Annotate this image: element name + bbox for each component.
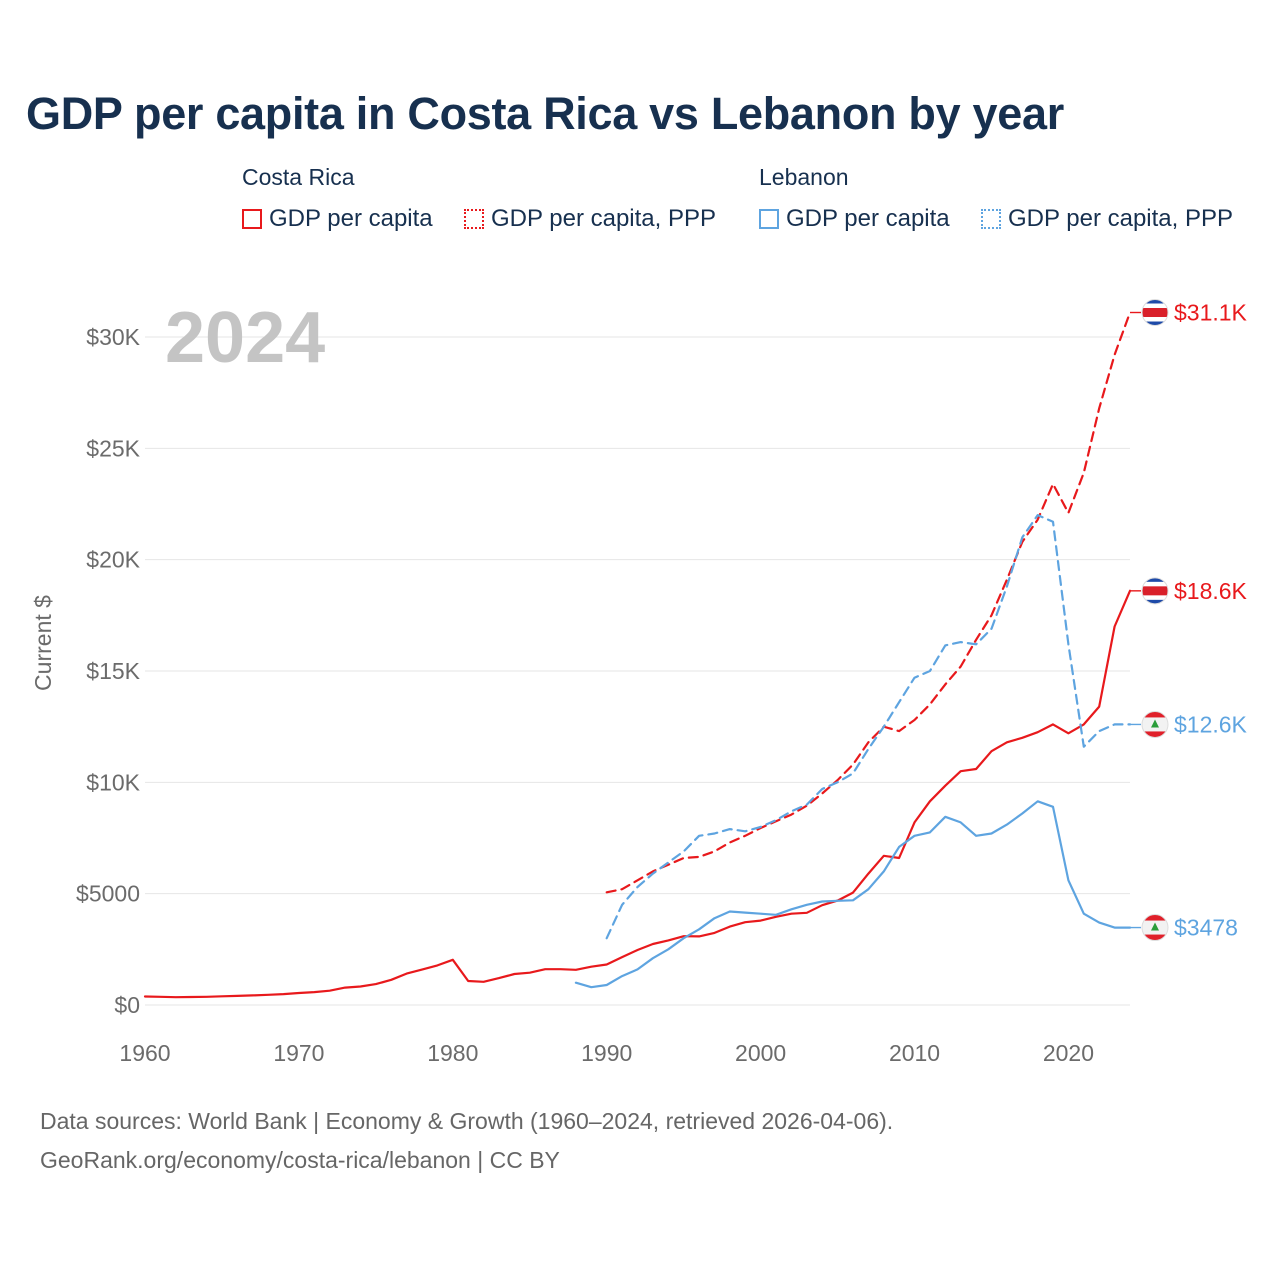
footer-attribution[interactable]: GeoRank.org/economy/costa-rica/lebanon |… (40, 1147, 560, 1173)
y-axis-title: Current $ (30, 595, 56, 691)
legend-label: GDP per capita (786, 205, 950, 232)
costa-rica-flag-icon (1141, 299, 1169, 327)
legend-item-costa-rica-gdp[interactable]: GDP per capita (242, 205, 433, 233)
end-value-label: $12.6K (1174, 711, 1248, 737)
legend-swatch-dotted-red (464, 209, 484, 229)
legend-swatch-solid-blue (759, 209, 779, 229)
legend-label: GDP per capita, PPP (491, 205, 716, 232)
x-tick-label: 1980 (427, 1040, 478, 1066)
x-tick-label: 2000 (735, 1040, 786, 1066)
legend-group-lebanon: Lebanon (759, 164, 849, 190)
end-value-label: $31.1K (1174, 300, 1248, 326)
series-line-costa-rica-gdp-per-capita-ppp (605, 311, 1132, 894)
y-tick-label: $30K (86, 324, 140, 350)
end-value-label: $18.6K (1174, 578, 1248, 604)
y-tick-label: $25K (86, 435, 140, 461)
legend-swatch-dotted-blue (981, 209, 1001, 229)
legend-item-lebanon-gdp[interactable]: GDP per capita (759, 205, 950, 233)
legend-swatch-solid-red (242, 209, 262, 229)
x-tick-label: 2010 (889, 1040, 940, 1066)
series-line-lebanon-gdp-per-capita-ppp (605, 513, 1132, 940)
page-title: GDP per capita in Costa Rica vs Lebanon … (26, 88, 1064, 139)
lebanon-flag-icon (1141, 710, 1169, 738)
y-tick-label: $20K (86, 547, 140, 573)
legend-group-costa-rica: Costa Rica (242, 164, 355, 190)
x-tick-label: 1970 (273, 1040, 324, 1066)
y-tick-label: $0 (114, 992, 140, 1018)
footer-sources: Data sources: World Bank | Economy & Gro… (40, 1108, 894, 1134)
lebanon-flag-icon (1141, 914, 1169, 942)
x-tick-label: 1990 (581, 1040, 632, 1066)
y-tick-label: $15K (86, 658, 140, 684)
costa-rica-flag-icon (1141, 577, 1169, 605)
y-tick-label: $5000 (76, 881, 140, 907)
legend-label: GDP per capita, PPP (1008, 205, 1233, 232)
end-value-label: $3478 (1174, 915, 1238, 941)
legend-item-lebanon-gdp-ppp[interactable]: GDP per capita, PPP (981, 205, 1233, 233)
legend-item-costa-rica-gdp-ppp[interactable]: GDP per capita, PPP (464, 205, 716, 233)
legend-label: GDP per capita (269, 205, 433, 232)
x-tick-label: 1960 (119, 1040, 170, 1066)
year-watermark: 2024 (165, 298, 325, 378)
series-line-costa-rica-gdp-per-capita (143, 589, 1132, 999)
y-tick-label: $10K (86, 769, 140, 795)
series-line-lebanon-gdp-per-capita (574, 800, 1132, 989)
x-tick-label: 2020 (1043, 1040, 1094, 1066)
